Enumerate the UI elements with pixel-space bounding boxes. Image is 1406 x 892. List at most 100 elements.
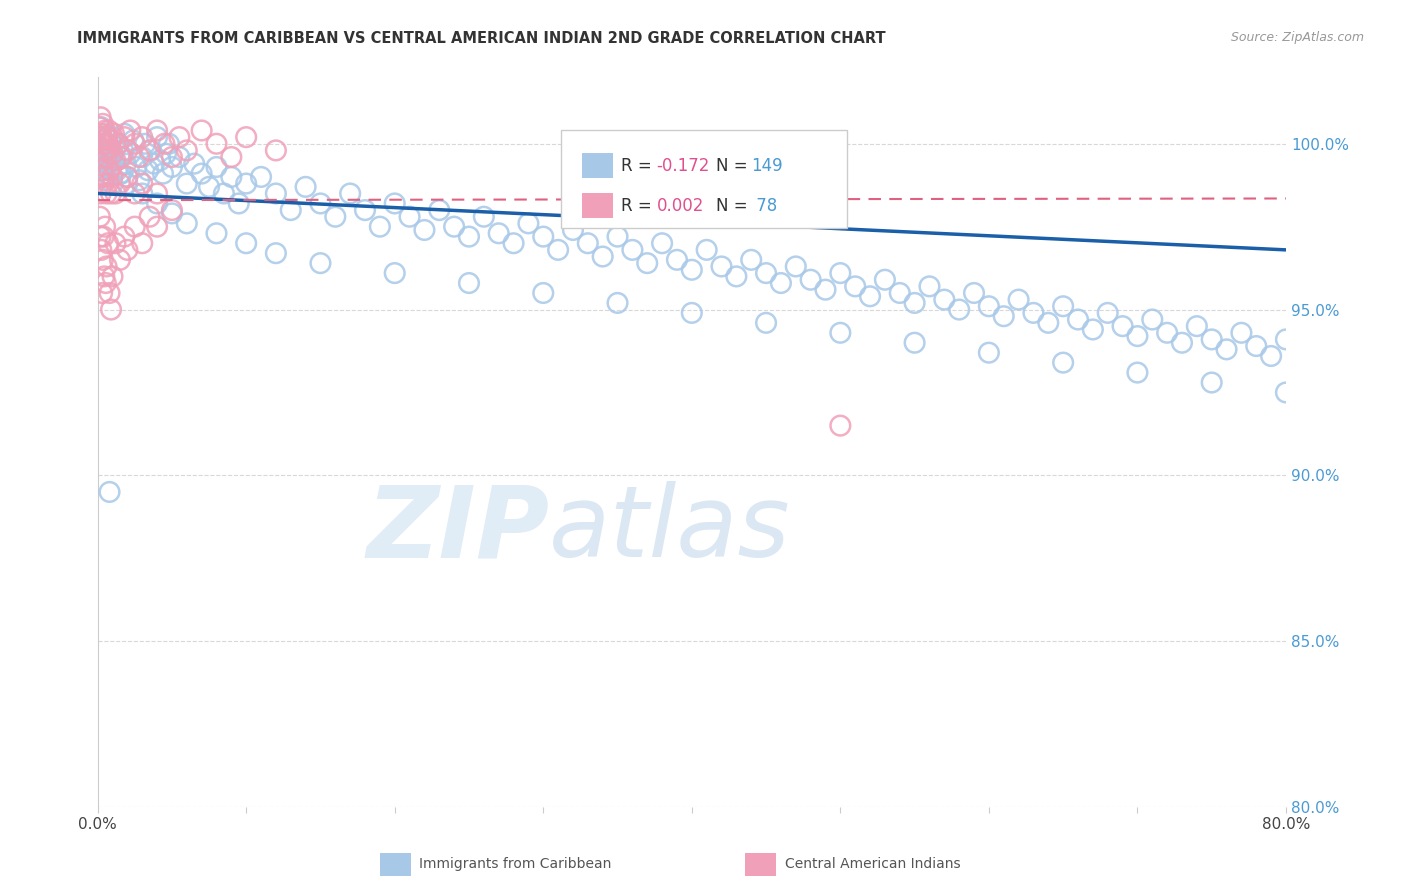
Point [458, 276, 481, 290]
Point [309, 196, 332, 211]
Point [131, 130, 153, 145]
Point [146, 123, 169, 137]
Point [844, 279, 866, 293]
Point [1052, 356, 1074, 370]
Point [90, 229, 112, 244]
Point [152, 167, 174, 181]
Point [97, 236, 120, 251]
Point [91, 136, 114, 151]
Point [117, 243, 139, 257]
Point [91, 146, 114, 161]
Point [651, 236, 673, 251]
Point [755, 266, 778, 280]
Point [280, 203, 302, 218]
Point [100, 133, 122, 147]
Point [128, 173, 150, 187]
Point [235, 177, 257, 191]
Point [108, 252, 131, 267]
Point [146, 196, 169, 211]
Point [93, 229, 115, 244]
Point [94, 127, 117, 141]
Point [1230, 326, 1253, 340]
Point [104, 153, 127, 168]
Point [1215, 343, 1237, 357]
Point [91, 133, 114, 147]
Point [104, 186, 127, 201]
Point [176, 144, 198, 158]
Point [101, 146, 124, 161]
Point [1126, 366, 1149, 380]
Point [146, 219, 169, 234]
Point [98, 133, 121, 147]
Point [190, 123, 212, 137]
Point [1081, 322, 1104, 336]
Point [94, 136, 117, 151]
Point [1185, 319, 1208, 334]
Point [1067, 312, 1090, 326]
Point [131, 186, 153, 201]
Point [136, 163, 159, 178]
Text: ZIP: ZIP [366, 482, 550, 578]
Point [89, 130, 111, 145]
Point [94, 123, 117, 137]
Text: Immigrants from Caribbean: Immigrants from Caribbean [419, 857, 612, 871]
Point [91, 163, 114, 178]
Text: Central American Indians: Central American Indians [785, 857, 960, 871]
Point [93, 269, 115, 284]
Point [89, 210, 111, 224]
Point [90, 120, 112, 135]
Point [169, 150, 191, 164]
Point [91, 160, 114, 174]
Point [103, 153, 125, 168]
Point [93, 136, 115, 151]
Point [977, 299, 1000, 313]
Point [89, 153, 111, 168]
Point [107, 136, 129, 151]
Point [97, 156, 120, 170]
Point [120, 146, 142, 161]
Point [101, 130, 124, 145]
Point [1260, 349, 1282, 363]
Point [636, 256, 658, 270]
Point [93, 144, 115, 158]
Point [90, 186, 112, 201]
Point [117, 169, 139, 184]
Point [149, 153, 172, 168]
Point [104, 140, 127, 154]
Point [100, 160, 122, 174]
Point [904, 335, 927, 350]
Point [103, 127, 125, 141]
Point [472, 210, 495, 224]
Point [696, 243, 718, 257]
Point [146, 186, 169, 201]
Text: IMMIGRANTS FROM CARIBBEAN VS CENTRAL AMERICAN INDIAN 2ND GRADE CORRELATION CHART: IMMIGRANTS FROM CARIBBEAN VS CENTRAL AME… [77, 31, 886, 46]
Point [131, 236, 153, 251]
Text: R =: R = [621, 157, 658, 175]
Point [205, 160, 228, 174]
Point [112, 127, 135, 141]
Point [384, 196, 406, 211]
Point [93, 177, 115, 191]
Point [606, 296, 628, 310]
Point [1275, 385, 1298, 400]
Point [264, 186, 287, 201]
Point [176, 216, 198, 230]
Point [488, 227, 510, 241]
Point [97, 136, 120, 151]
Point [89, 150, 111, 164]
Y-axis label: 2nd Grade: 2nd Grade [0, 406, 7, 479]
Point [100, 146, 122, 161]
Point [904, 296, 927, 310]
Point [948, 302, 970, 317]
Point [918, 279, 941, 293]
Point [89, 144, 111, 158]
Point [139, 144, 162, 158]
Point [108, 150, 131, 164]
Text: 149: 149 [751, 157, 782, 175]
Point [98, 140, 121, 154]
Point [264, 246, 287, 260]
Point [934, 293, 956, 307]
Point [264, 144, 287, 158]
Point [354, 203, 377, 218]
Point [134, 136, 156, 151]
